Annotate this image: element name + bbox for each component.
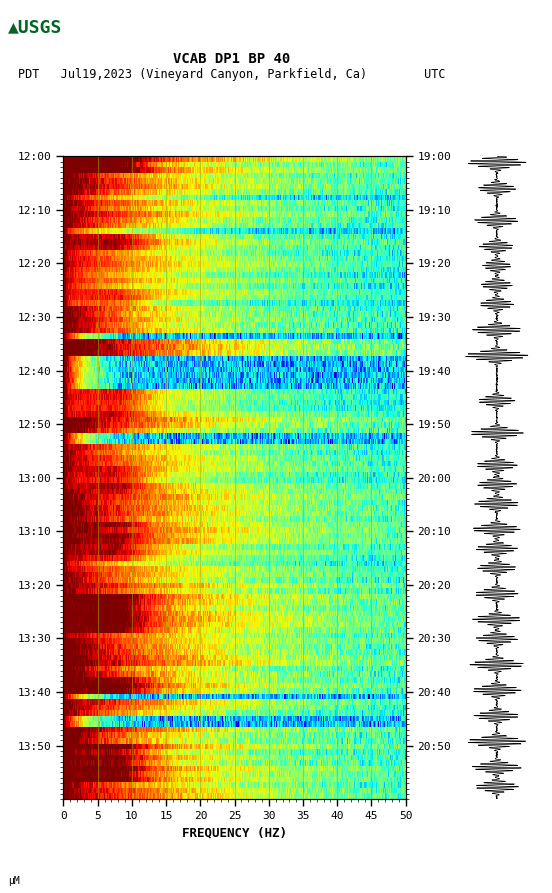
Text: PDT   Jul19,2023 (Vineyard Canyon, Parkfield, Ca)        UTC: PDT Jul19,2023 (Vineyard Canyon, Parkfie… [18,68,445,80]
Text: VCAB DP1 BP 40: VCAB DP1 BP 40 [173,52,290,66]
Text: μM: μM [8,876,20,886]
X-axis label: FREQUENCY (HZ): FREQUENCY (HZ) [182,827,287,839]
Text: ▲USGS: ▲USGS [8,18,63,36]
